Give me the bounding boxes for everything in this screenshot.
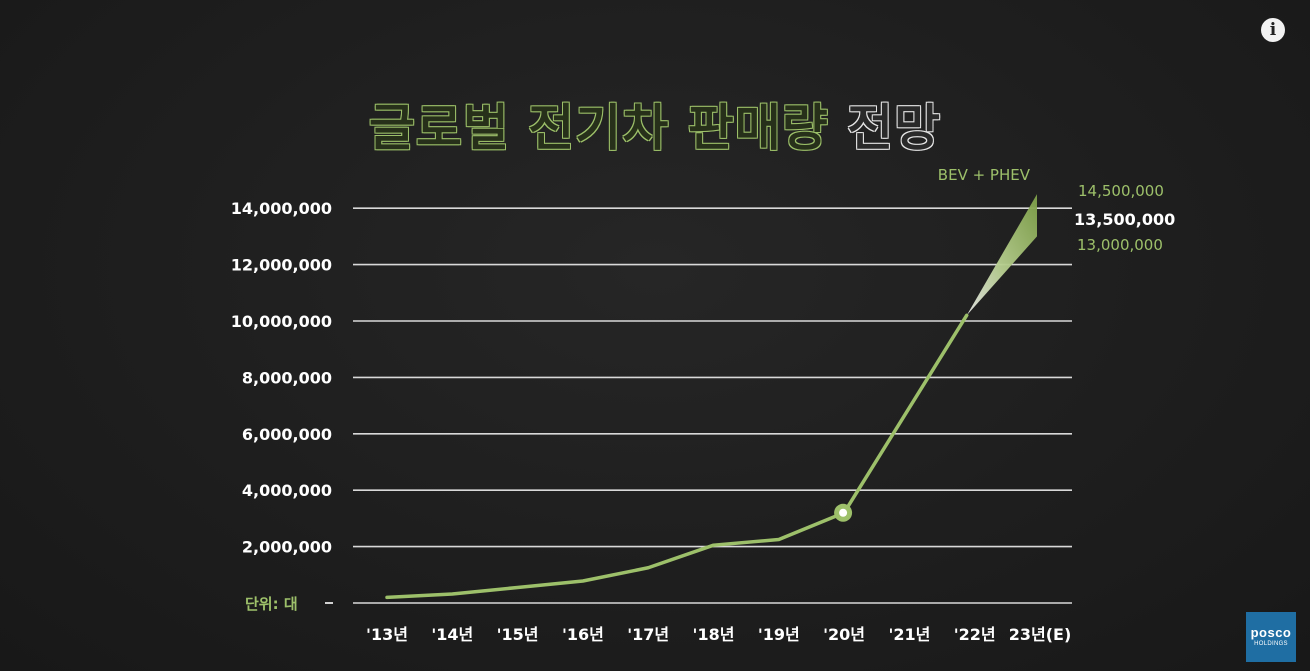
- forecast-high-label: 14,500,000: [1078, 182, 1164, 200]
- unit-label: 단위: 대: [245, 595, 298, 613]
- x-tick-label: '13년: [366, 625, 408, 644]
- chart-title-white: 전망: [847, 99, 942, 157]
- x-tick-label: '14년: [431, 625, 473, 644]
- y-tick-label: 10,000,000: [231, 312, 332, 331]
- x-tick-label: '21년: [888, 625, 930, 644]
- series-label: BEV + PHEV: [938, 166, 1031, 184]
- x-tick-label: '15년: [497, 625, 539, 644]
- x-tick-label: '19년: [758, 625, 800, 644]
- x-tick-label: '17년: [627, 625, 669, 644]
- y-tick-label: 6,000,000: [242, 425, 332, 444]
- y-tick-label: 8,000,000: [242, 368, 332, 387]
- chart-title-green: 글로벌 전기차 판매량: [368, 99, 829, 157]
- x-tick-label: '16년: [562, 625, 604, 644]
- forecast-range-area: [966, 194, 1037, 316]
- info-icon[interactable]: i: [1261, 18, 1285, 42]
- y-tick-label: 12,000,000: [231, 256, 332, 275]
- y-tick-label: 14,000,000: [231, 199, 332, 218]
- x-tick-label: '20년: [823, 625, 865, 644]
- y-tick-label: 2,000,000: [242, 538, 332, 557]
- logo-line1: posco: [1250, 625, 1292, 640]
- y-tick-label: 4,000,000: [242, 481, 332, 500]
- series-line-bev-phev: [385, 313, 969, 600]
- forecast-low-label: 13,000,000: [1077, 236, 1163, 254]
- x-tick-label: '22년: [954, 625, 996, 644]
- chart-title: 글로벌 전기차 판매량 전망: [0, 88, 1310, 160]
- x-tick-label: 23년(E): [1009, 625, 1072, 644]
- posco-holdings-logo: posco HOLDINGS: [1246, 612, 1296, 662]
- forecast-mid-label: 13,500,000: [1074, 210, 1175, 229]
- logo-line2: HOLDINGS: [1254, 641, 1288, 647]
- highlight-point-inner: [839, 508, 848, 517]
- x-tick-label: '18년: [693, 625, 735, 644]
